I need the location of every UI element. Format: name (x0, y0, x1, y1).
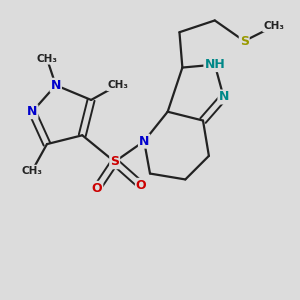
Text: CH₃: CH₃ (36, 54, 57, 64)
Text: N: N (139, 135, 149, 148)
Text: NH: NH (204, 58, 225, 71)
Text: CH₃: CH₃ (22, 166, 43, 176)
Text: O: O (92, 182, 102, 195)
Text: S: S (240, 34, 249, 48)
Text: N: N (218, 91, 229, 103)
Text: N: N (51, 79, 61, 92)
Text: N: N (27, 105, 38, 118)
Text: CH₃: CH₃ (107, 80, 128, 90)
Text: CH₃: CH₃ (263, 21, 284, 31)
Text: O: O (136, 179, 146, 192)
Text: S: S (110, 155, 119, 168)
